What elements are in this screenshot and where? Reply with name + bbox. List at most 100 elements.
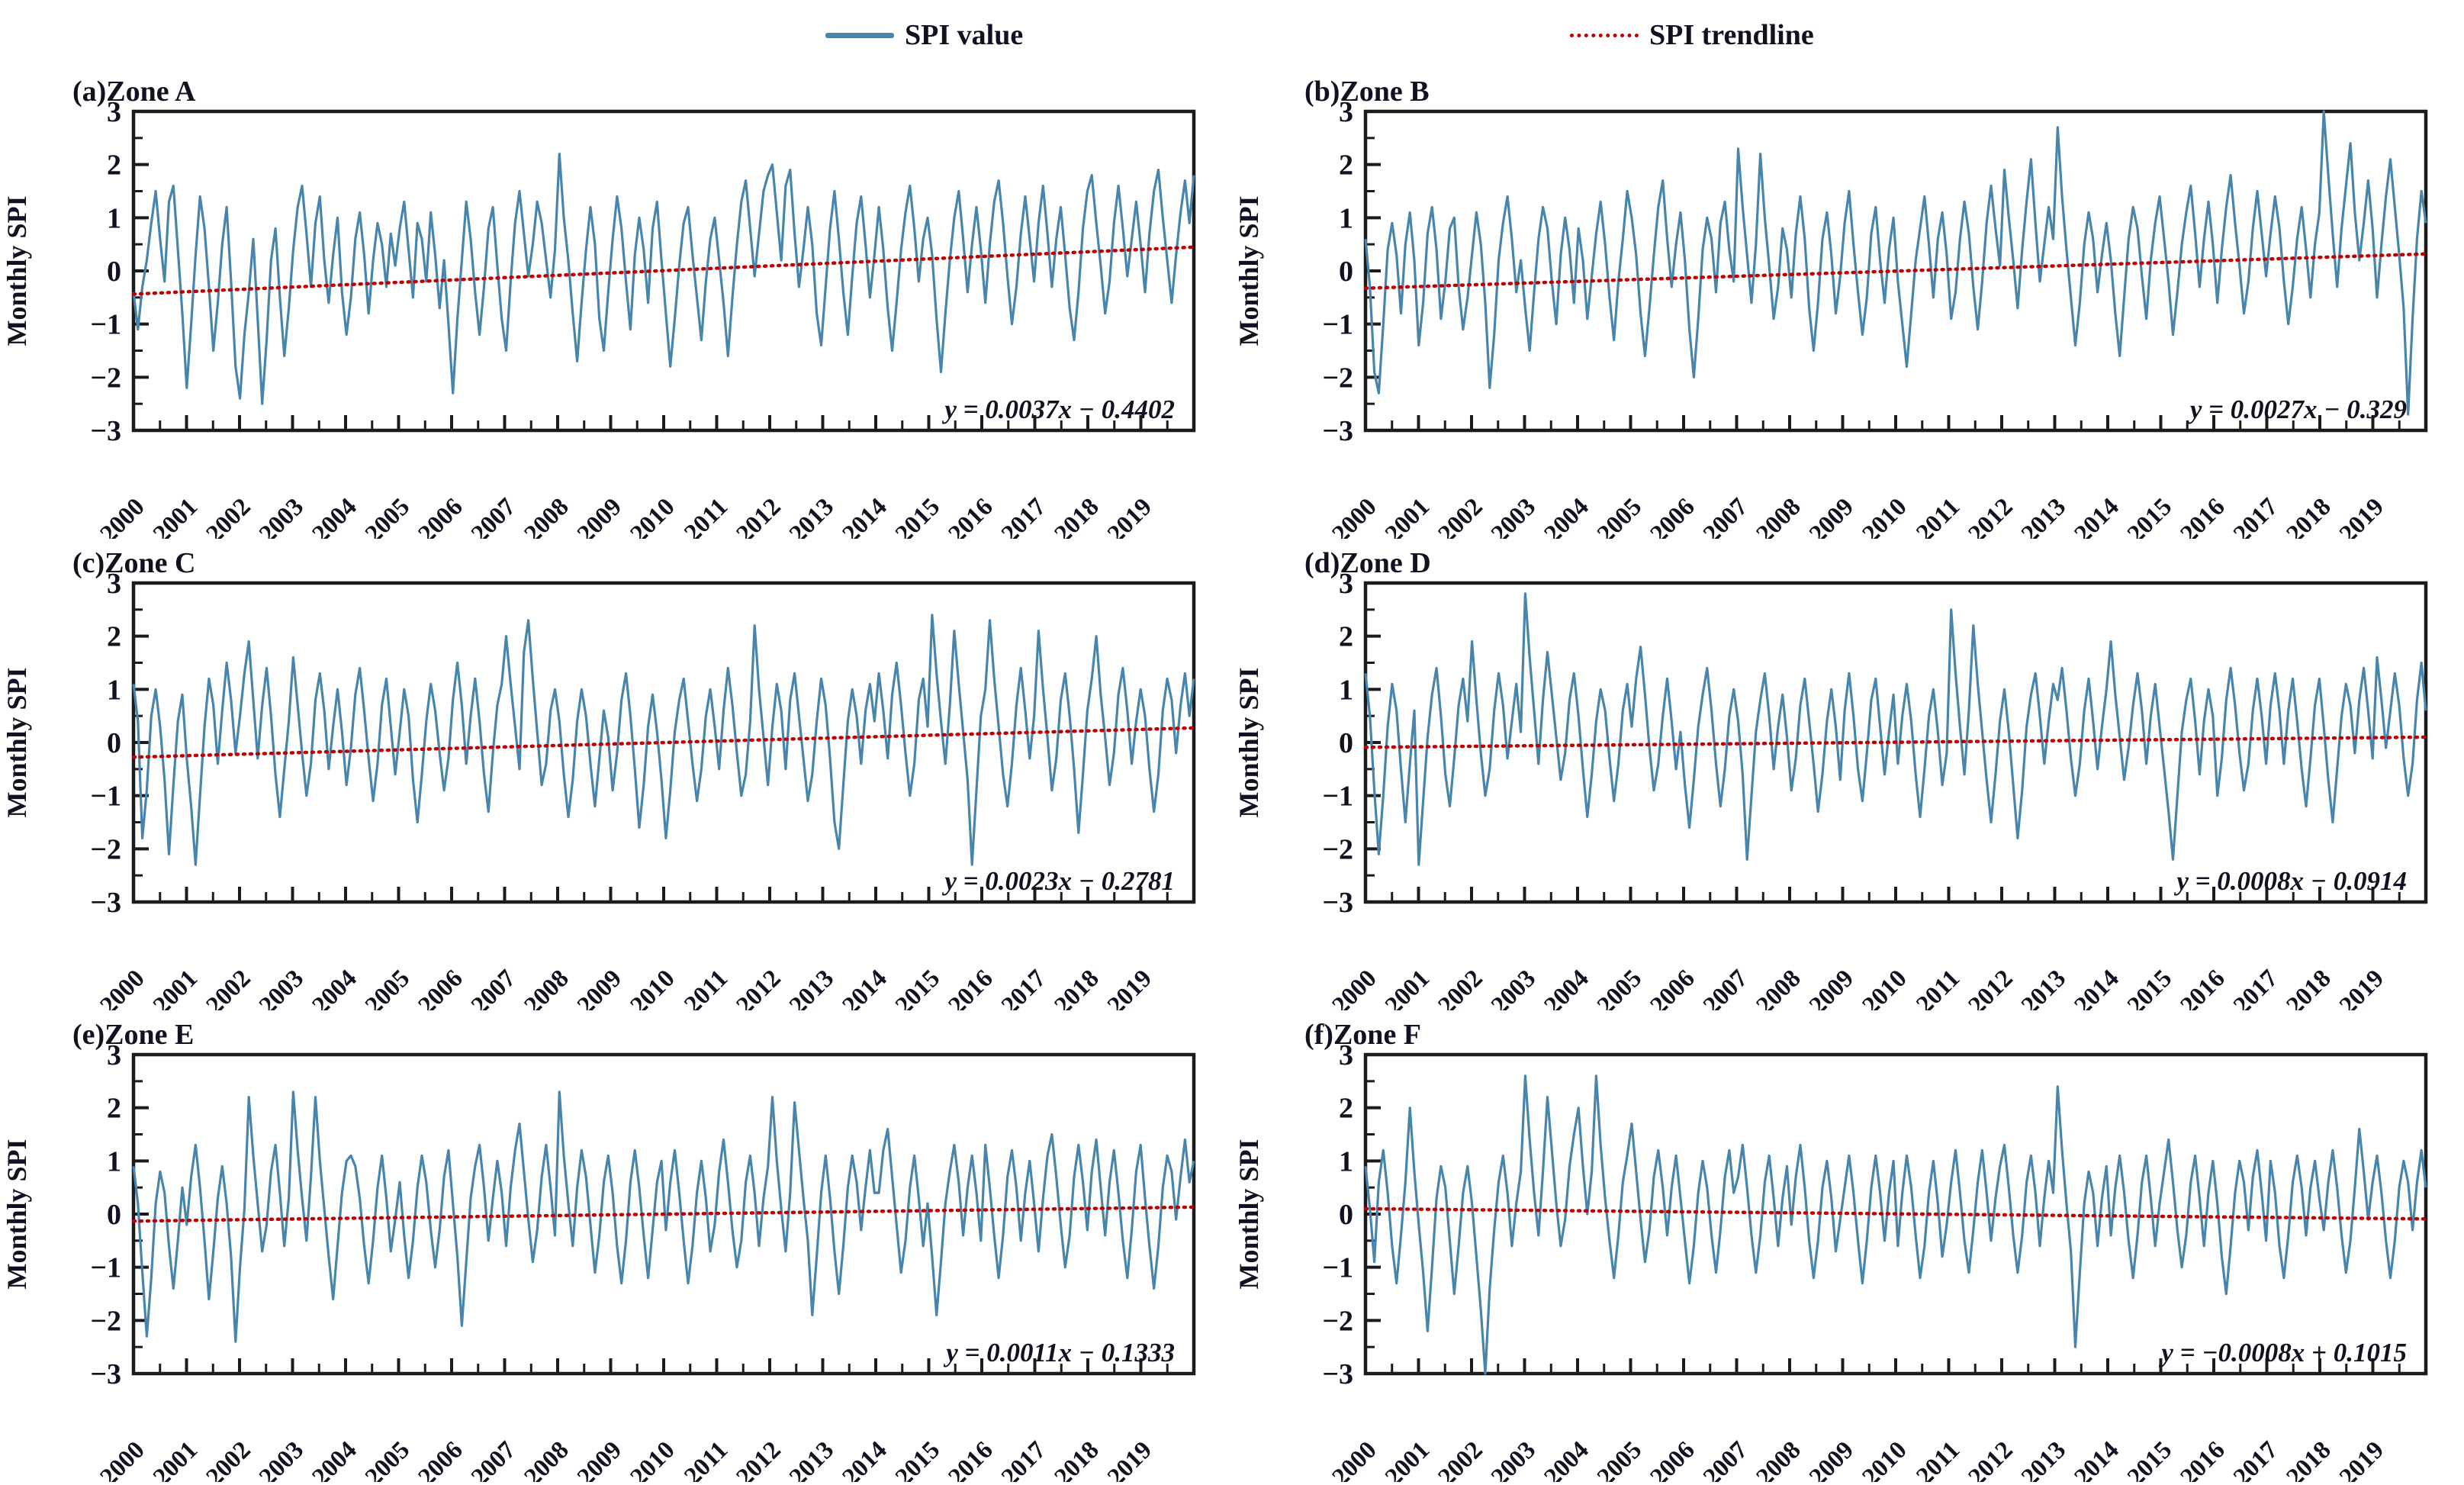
y-tick-label: 3: [1339, 1039, 1353, 1071]
x-tick-label: 2015: [890, 965, 945, 1010]
x-tick-label: 2000: [1327, 493, 1382, 539]
y-tick-label: −1: [1322, 309, 1353, 341]
panel-f: −3 −2 −1 0 1 2 3 2000 2001 2002 2003 2004 2005 2006 20…: [1232, 1010, 2464, 1482]
x-tick-label: 2010: [626, 1436, 680, 1482]
x-tick-label: 2006: [413, 965, 468, 1010]
trend-equation: y = 0.0027x − 0.329: [2187, 395, 2407, 424]
panel-title: (d)Zone D: [1304, 547, 1431, 579]
x-tick-label: 2008: [1751, 1436, 1806, 1482]
spi-chart-b: −3−2−10123200020012002200320042005200620…: [1234, 76, 2428, 539]
x-tick-label: 2010: [1858, 1436, 1912, 1482]
spi-trendline: [1363, 252, 2428, 290]
spi-chart-d: −3−2−10123200020012002200320042005200620…: [1234, 547, 2428, 1010]
spi-trendline: [131, 1205, 1196, 1223]
y-tick-label: −3: [90, 1358, 121, 1390]
x-tick-label: 2003: [1486, 493, 1541, 539]
spi-trendline: [1363, 1206, 2428, 1221]
x-tick-label: 2008: [519, 493, 574, 539]
panel-c: −3 −2 −1 0 1 2 3 2000 2001 2002 2003 2004 2005 2006 20…: [0, 539, 1232, 1010]
panel-title: (b)Zone B: [1304, 76, 1430, 108]
x-tick-label: 2002: [1433, 493, 1488, 539]
x-tick-label: 2012: [1964, 965, 2018, 1010]
y-tick-label: −3: [1322, 887, 1353, 919]
spi-trendline-label: SPI trendline: [1649, 19, 1814, 51]
y-tick-label: −3: [90, 887, 121, 919]
x-tick-label: 2007: [1698, 965, 1753, 1010]
x-tick-label: 2013: [784, 1436, 839, 1482]
x-tick-label: 2005: [1592, 965, 1647, 1010]
x-tick-label: 2016: [2176, 965, 2231, 1010]
x-tick-label: 2016: [2176, 493, 2231, 539]
y-axis-label: Monthly SPI: [2, 667, 32, 817]
x-tick-label: 2015: [2122, 1436, 2177, 1482]
x-tick-label: 2004: [1539, 493, 1594, 539]
x-tick-label: 2017: [996, 1436, 1051, 1482]
y-tick-label: −2: [90, 362, 121, 394]
x-tick-label: 2019: [2334, 493, 2389, 539]
x-tick-label: 2017: [996, 965, 1051, 1010]
x-tick-label: 2015: [890, 493, 945, 539]
y-tick-label: 2: [1339, 621, 1353, 653]
x-tick-label: 2002: [201, 1436, 256, 1482]
x-tick-label: 2008: [1751, 493, 1806, 539]
x-tick-label: 2001: [148, 965, 203, 1010]
x-tick-label: 2000: [95, 965, 150, 1010]
x-tick-label: 2017: [2228, 1436, 2283, 1482]
spi-line: [132, 1090, 1195, 1343]
x-tick-label: 2004: [307, 965, 362, 1010]
x-tick-label: 2003: [254, 493, 309, 539]
y-tick-label: 2: [1339, 1093, 1353, 1125]
x-tick-label: 2008: [519, 1436, 574, 1482]
spi-line: [1364, 110, 2427, 416]
x-tick-label: 2000: [1327, 1436, 1382, 1482]
x-tick-label: 2019: [2334, 1436, 2389, 1482]
x-tick-label: 2015: [890, 1436, 945, 1482]
y-tick-label: −3: [1322, 1358, 1353, 1390]
x-tick-label: 2002: [201, 965, 256, 1010]
x-tick-label: 2010: [626, 493, 680, 539]
x-tick-label: 2007: [1698, 1436, 1753, 1482]
spi-chart-c: −3−2−10123200020012002200320042005200620…: [2, 547, 1196, 1010]
y-axis-label: Monthly SPI: [2, 1139, 32, 1289]
x-tick-label: 2016: [944, 1436, 999, 1482]
y-tick-label: −2: [90, 833, 121, 865]
legend-item-spi-trendline: SPI trendline: [1570, 18, 1814, 52]
x-tick-label: 2003: [254, 1436, 309, 1482]
y-axis-label: Monthly SPI: [1234, 667, 1264, 817]
x-tick-label: 2018: [1050, 1436, 1105, 1482]
spi-chart-f: −3−2−10123200020012002200320042005200620…: [1234, 1019, 2428, 1482]
x-tick-label: 2011: [679, 493, 733, 539]
x-tick-label: 2006: [413, 493, 468, 539]
x-tick-label: 2008: [519, 965, 574, 1010]
panel-title: (c)Zone C: [72, 547, 195, 579]
x-tick-label: 2000: [95, 1436, 150, 1482]
x-tick-label: 2005: [360, 493, 415, 539]
panel-title: (f)Zone F: [1304, 1019, 1421, 1051]
x-tick-label: 2019: [1102, 1436, 1157, 1482]
x-tick-label: 2019: [2334, 965, 2389, 1010]
x-tick-label: 2017: [2228, 493, 2283, 539]
x-tick-label: 2012: [1964, 1436, 2018, 1482]
x-tick-label: 2002: [201, 493, 256, 539]
x-tick-label: 2007: [466, 1436, 521, 1482]
x-tick-label: 2001: [1380, 1436, 1435, 1482]
x-tick-label: 2009: [1804, 1436, 1859, 1482]
x-tick-label: 2009: [1804, 965, 1859, 1010]
y-tick-label: 3: [1339, 568, 1353, 600]
spi-trendline: [1363, 735, 2428, 749]
x-tick-label: 2018: [1050, 493, 1105, 539]
panels-grid: −3 −2 −1 0 1 2 3 2000 2001 2002 2003 2004 2005 2006 20…: [0, 67, 2464, 1482]
x-tick-label: 2010: [1858, 965, 1912, 1010]
x-tick-label: 2014: [2070, 1436, 2125, 1482]
x-tick-label: 2009: [572, 493, 627, 539]
x-tick-label: 2017: [996, 493, 1051, 539]
x-tick-label: 2014: [838, 965, 893, 1010]
y-tick-label: 0: [1339, 1199, 1353, 1231]
y-tick-label: 1: [1339, 674, 1353, 706]
x-tick-label: 2018: [2282, 965, 2337, 1010]
x-tick-label: 2002: [1433, 1436, 1488, 1482]
x-tick-label: 2019: [1102, 965, 1157, 1010]
y-tick-label: −2: [1322, 362, 1353, 394]
y-tick-label: −1: [1322, 1252, 1353, 1284]
x-tick-label: 2012: [1964, 493, 2018, 539]
